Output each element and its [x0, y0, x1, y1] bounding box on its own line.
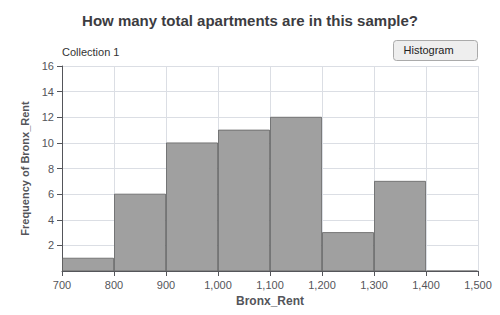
svg-text:How many total apartments are: How many total apartments are in this sa…: [82, 12, 418, 29]
svg-text:2: 2: [48, 239, 54, 251]
svg-text:1,000: 1,000: [204, 279, 232, 291]
svg-text:1,400: 1,400: [412, 279, 440, 291]
svg-text:10: 10: [42, 137, 54, 149]
svg-text:900: 900: [157, 279, 175, 291]
svg-text:14: 14: [42, 86, 54, 98]
svg-text:1,100: 1,100: [256, 279, 284, 291]
svg-text:12: 12: [42, 111, 54, 123]
svg-text:1,200: 1,200: [308, 279, 336, 291]
svg-text:6: 6: [48, 188, 54, 200]
svg-text:Bronx_Rent: Bronx_Rent: [236, 294, 304, 308]
svg-text:Collection 1: Collection 1: [62, 46, 119, 58]
svg-text:1,300: 1,300: [360, 279, 388, 291]
svg-text:8: 8: [48, 163, 54, 175]
svg-text:16: 16: [42, 60, 54, 72]
svg-text:Frequency of Bronx_Rent: Frequency of Bronx_Rent: [19, 101, 31, 236]
svg-text:Histogram: Histogram: [404, 44, 454, 56]
svg-text:4: 4: [48, 214, 54, 226]
svg-text:800: 800: [105, 279, 123, 291]
svg-text:700: 700: [53, 279, 71, 291]
svg-text:1,500: 1,500: [464, 279, 492, 291]
